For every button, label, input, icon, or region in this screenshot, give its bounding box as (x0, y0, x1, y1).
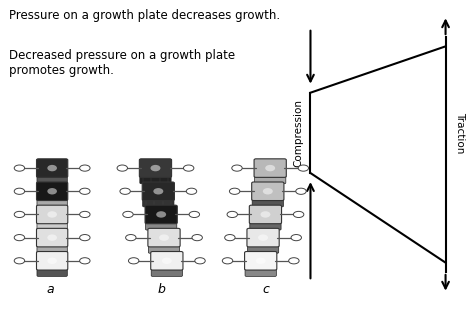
FancyBboxPatch shape (146, 222, 177, 230)
Ellipse shape (47, 188, 57, 194)
Ellipse shape (195, 258, 205, 264)
Ellipse shape (126, 235, 136, 241)
FancyBboxPatch shape (143, 199, 174, 207)
FancyBboxPatch shape (145, 205, 177, 224)
Text: b: b (157, 283, 165, 296)
Ellipse shape (47, 165, 57, 171)
Ellipse shape (120, 188, 130, 194)
Text: a: a (47, 283, 55, 296)
Ellipse shape (232, 165, 242, 171)
Ellipse shape (80, 188, 90, 194)
FancyBboxPatch shape (37, 199, 67, 207)
FancyBboxPatch shape (36, 182, 68, 201)
Ellipse shape (186, 188, 197, 194)
FancyBboxPatch shape (245, 252, 277, 270)
FancyBboxPatch shape (140, 176, 171, 184)
Ellipse shape (80, 235, 90, 241)
FancyBboxPatch shape (151, 252, 183, 270)
Ellipse shape (258, 235, 268, 241)
Ellipse shape (289, 258, 299, 264)
Text: Compression: Compression (293, 99, 304, 167)
Ellipse shape (159, 235, 169, 241)
FancyBboxPatch shape (37, 268, 67, 276)
FancyBboxPatch shape (36, 205, 68, 224)
FancyBboxPatch shape (249, 205, 282, 224)
Ellipse shape (156, 211, 166, 218)
Ellipse shape (229, 188, 240, 194)
Ellipse shape (256, 258, 265, 264)
Ellipse shape (183, 165, 194, 171)
Ellipse shape (14, 188, 25, 194)
FancyBboxPatch shape (36, 228, 68, 247)
Ellipse shape (123, 211, 133, 218)
Ellipse shape (162, 258, 172, 264)
Ellipse shape (47, 258, 57, 264)
Ellipse shape (291, 235, 301, 241)
Text: Pressure on a growth plate decreases growth.: Pressure on a growth plate decreases gro… (9, 9, 281, 22)
Ellipse shape (153, 188, 163, 194)
FancyBboxPatch shape (148, 228, 180, 247)
Ellipse shape (298, 165, 309, 171)
FancyBboxPatch shape (252, 199, 283, 207)
FancyBboxPatch shape (37, 222, 67, 230)
Ellipse shape (263, 188, 273, 194)
Ellipse shape (225, 235, 235, 241)
Ellipse shape (80, 258, 90, 264)
FancyBboxPatch shape (255, 176, 286, 184)
Ellipse shape (151, 165, 160, 171)
FancyBboxPatch shape (36, 159, 68, 177)
FancyBboxPatch shape (148, 245, 180, 253)
Text: Traction: Traction (455, 112, 465, 154)
Ellipse shape (296, 188, 306, 194)
Ellipse shape (189, 211, 200, 218)
Ellipse shape (260, 211, 270, 218)
FancyBboxPatch shape (37, 176, 67, 184)
Ellipse shape (80, 211, 90, 218)
Text: Decreased pressure on a growth plate
promotes growth.: Decreased pressure on a growth plate pro… (9, 49, 236, 78)
FancyBboxPatch shape (37, 245, 67, 253)
FancyBboxPatch shape (142, 182, 174, 201)
Ellipse shape (14, 165, 25, 171)
Ellipse shape (47, 235, 57, 241)
Ellipse shape (117, 165, 128, 171)
FancyBboxPatch shape (247, 228, 279, 247)
FancyBboxPatch shape (36, 252, 68, 270)
Ellipse shape (14, 211, 25, 218)
Text: c: c (262, 283, 269, 296)
FancyBboxPatch shape (247, 245, 279, 253)
Ellipse shape (14, 258, 25, 264)
Ellipse shape (222, 258, 233, 264)
Ellipse shape (47, 211, 57, 218)
FancyBboxPatch shape (139, 159, 172, 177)
FancyBboxPatch shape (250, 222, 281, 230)
Ellipse shape (265, 165, 275, 171)
FancyBboxPatch shape (151, 268, 182, 276)
Ellipse shape (80, 165, 90, 171)
FancyBboxPatch shape (252, 182, 284, 201)
Ellipse shape (14, 235, 25, 241)
FancyBboxPatch shape (254, 159, 286, 177)
Ellipse shape (227, 211, 237, 218)
Ellipse shape (128, 258, 139, 264)
Ellipse shape (192, 235, 202, 241)
FancyBboxPatch shape (245, 268, 276, 276)
Ellipse shape (293, 211, 304, 218)
